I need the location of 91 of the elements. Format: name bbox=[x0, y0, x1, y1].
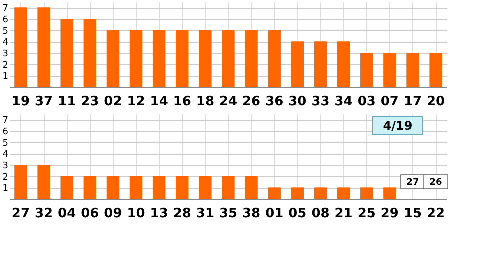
annotation: 4/19 bbox=[383, 119, 413, 133]
y-tick-label: 5 bbox=[2, 138, 8, 149]
bar bbox=[384, 188, 396, 199]
x-tick-label: 33 bbox=[312, 94, 330, 110]
bar bbox=[60, 176, 74, 199]
y-tick-label: 4 bbox=[2, 150, 9, 160]
y-tick-label: 6 bbox=[2, 16, 9, 26]
bar bbox=[130, 30, 143, 87]
y-tick-label: 3 bbox=[2, 162, 8, 172]
bar bbox=[245, 176, 258, 199]
bar bbox=[222, 176, 235, 199]
bar bbox=[222, 30, 235, 87]
bar bbox=[314, 42, 328, 87]
bar bbox=[38, 165, 50, 199]
x-tick-label: 05 bbox=[288, 206, 307, 222]
bar bbox=[291, 42, 304, 87]
y-tick-label: 1 bbox=[2, 72, 8, 82]
x-tick-label: 36 bbox=[266, 94, 284, 110]
x-tick-label: 34 bbox=[334, 94, 353, 110]
bar bbox=[14, 8, 28, 87]
x-tick-label: 26 bbox=[242, 94, 261, 110]
x-tick-label: 15 bbox=[404, 206, 422, 222]
x-tick-label: 29 bbox=[380, 206, 399, 222]
annotation: 26 bbox=[430, 178, 442, 188]
bar bbox=[176, 176, 189, 199]
bar bbox=[152, 176, 166, 199]
x-tick-label: 35 bbox=[219, 206, 238, 222]
x-tick-label: 14 bbox=[150, 94, 168, 110]
bar bbox=[291, 188, 304, 199]
bar bbox=[337, 42, 350, 87]
bar bbox=[199, 30, 212, 87]
bar bbox=[60, 19, 74, 87]
bar bbox=[14, 165, 28, 199]
bar bbox=[38, 8, 50, 87]
x-tick-label: 06 bbox=[81, 206, 100, 222]
x-tick-label: 19 bbox=[12, 94, 30, 110]
y-tick-label: 4 bbox=[2, 38, 9, 48]
x-tick-label: 23 bbox=[81, 94, 100, 110]
x-tick-label: 12 bbox=[127, 94, 146, 110]
y-tick-label: 1 bbox=[2, 184, 8, 194]
bar bbox=[84, 176, 96, 199]
x-tick-label: 31 bbox=[196, 206, 214, 222]
x-tick-label: 25 bbox=[358, 206, 376, 222]
bar bbox=[199, 176, 212, 199]
x-tick-label: 20 bbox=[427, 94, 446, 110]
x-tick-label: 09 bbox=[104, 206, 122, 222]
x-tick-label: 22 bbox=[427, 206, 446, 222]
x-tick-label: 16 bbox=[173, 94, 192, 110]
x-tick-label: 37 bbox=[34, 94, 54, 110]
x-tick-label: 21 bbox=[334, 206, 353, 222]
bar bbox=[84, 19, 96, 87]
bar bbox=[314, 188, 328, 199]
bar bbox=[245, 30, 258, 87]
x-tick-label: 28 bbox=[173, 206, 192, 222]
x-tick-label: 02 bbox=[104, 94, 122, 110]
bar bbox=[430, 53, 442, 87]
bar bbox=[384, 53, 396, 87]
y-tick-label: 6 bbox=[2, 128, 9, 138]
annotation: 27 bbox=[406, 178, 420, 188]
x-tick-label: 32 bbox=[34, 206, 54, 222]
x-tick-label: 01 bbox=[266, 206, 284, 222]
bar bbox=[130, 176, 143, 199]
bar bbox=[360, 53, 374, 87]
bar bbox=[152, 30, 166, 87]
x-tick-label: 27 bbox=[12, 206, 30, 222]
bar bbox=[106, 30, 120, 87]
y-tick-label: 2 bbox=[2, 172, 8, 183]
x-tick-label: 11 bbox=[58, 94, 76, 110]
y-tick-label: 3 bbox=[2, 50, 8, 60]
x-tick-label: 30 bbox=[288, 94, 307, 110]
x-tick-label: 08 bbox=[312, 206, 330, 222]
bar bbox=[268, 30, 281, 87]
x-tick-label: 18 bbox=[196, 94, 214, 110]
x-tick-label: 38 bbox=[242, 206, 261, 222]
x-tick-label: 24 bbox=[219, 94, 238, 110]
y-tick-label: 2 bbox=[2, 60, 8, 71]
x-tick-label: 07 bbox=[380, 94, 399, 110]
bar bbox=[106, 176, 120, 199]
y-tick-label: 7 bbox=[2, 116, 8, 126]
y-tick-label: 5 bbox=[2, 26, 8, 37]
bar bbox=[176, 30, 189, 87]
x-tick-label: 10 bbox=[127, 206, 146, 222]
x-tick-label: 04 bbox=[58, 206, 76, 222]
x-tick-label: 03 bbox=[358, 94, 376, 110]
y-tick-label: 7 bbox=[2, 4, 8, 14]
x-tick-label: 13 bbox=[150, 206, 168, 222]
bar bbox=[360, 188, 374, 199]
x-tick-label: 17 bbox=[404, 94, 422, 110]
bar bbox=[337, 188, 350, 199]
bar bbox=[406, 53, 420, 87]
bar bbox=[268, 188, 281, 199]
